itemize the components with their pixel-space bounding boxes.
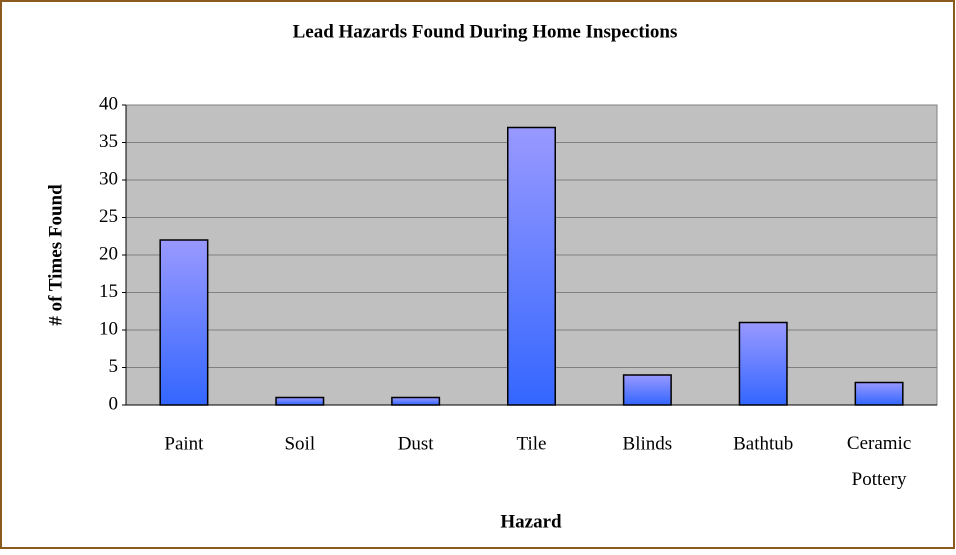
bar [275,396,325,406]
y-tick-label: 5 [109,356,119,377]
x-tick-label: Ceramic Pottery [847,433,911,490]
chart-title: Lead Hazards Found During Home Inspectio… [293,21,678,42]
bar [738,321,788,406]
x-tick-label: Tile [517,433,547,454]
x-tick-label: Soil [284,433,315,454]
y-tick-label: 0 [109,393,119,414]
x-axis-label: Hazard [500,511,562,532]
y-tick-label: 20 [99,243,118,264]
y-tick-label: 40 [99,93,118,114]
y-axis-label: # of Times Found [45,184,66,326]
y-tick-label: 30 [99,168,118,189]
x-tick-label: Dust [398,433,435,454]
bar [159,239,209,406]
y-tick-label: 10 [99,318,118,339]
bar [391,396,441,406]
x-tick-label: Bathtub [733,433,793,454]
x-tick-label: Paint [164,433,204,454]
x-tick-label: Blinds [623,433,673,454]
y-tick-label: 35 [99,131,118,152]
bar [506,126,557,406]
bar [854,381,904,406]
y-tick-label: 15 [99,281,118,302]
y-tick-label: 25 [99,206,118,227]
bar [622,374,672,406]
